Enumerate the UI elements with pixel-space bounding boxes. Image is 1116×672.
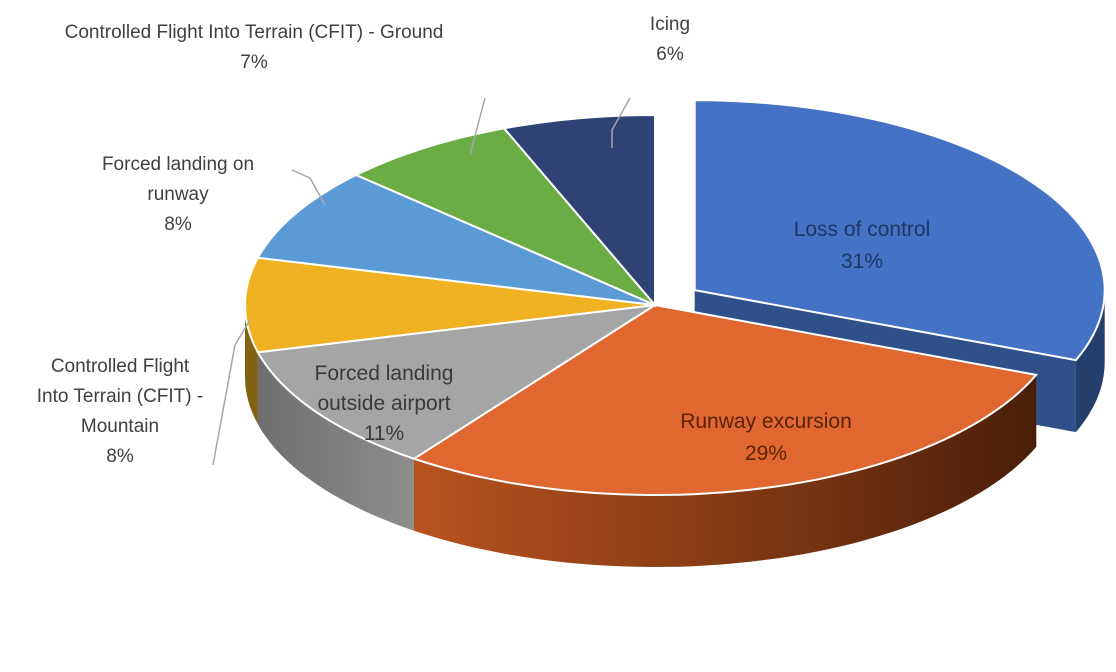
slice-forced-landing-on-runway — [256, 173, 656, 306]
label-line: 6% — [656, 44, 684, 65]
leader-line-3 — [611, 97, 631, 148]
label-line: outside airport — [317, 392, 450, 415]
label-cfit-ground: Controlled Flight Into Terrain (CFIT) - … — [65, 22, 444, 73]
label-line: 8% — [164, 214, 192, 235]
label-line: 29% — [745, 442, 787, 465]
slice-labels: Loss of control 31% Runway excursion 29% For… — [37, 14, 931, 467]
label-line: runway — [147, 184, 209, 205]
leader-line-2 — [469, 97, 486, 156]
label-runway-excursion: Runway excursion 29% — [680, 410, 852, 465]
slice-side-cfit-mountain — [245, 305, 258, 425]
label-line: 8% — [106, 446, 134, 467]
label-forced-landing-outside-airport: Forced landing outside airport 11% — [315, 362, 454, 445]
leader-line-1 — [212, 319, 251, 466]
label-line: Mountain — [81, 416, 159, 437]
slice-tops — [244, 99, 1106, 497]
label-line: Runway excursion — [680, 410, 852, 433]
label-line: Forced landing on — [102, 154, 254, 175]
slice-loss-of-control — [693, 99, 1106, 362]
label-forced-landing-on-runway: Forced landing on runway 8% — [102, 154, 254, 235]
label-line: Controlled Flight Into Terrain (CFIT) - … — [65, 22, 444, 43]
label-line: Forced landing — [315, 362, 454, 385]
label-icing: Icing 6% — [650, 14, 690, 65]
slice-cfit-mountain — [244, 256, 656, 354]
slice-side-forced-landing-outside-airport — [257, 352, 414, 531]
label-cfit-mountain: Controlled Flight Into Terrain (CFIT) - Mo… — [37, 356, 203, 467]
label-line: 31% — [841, 250, 883, 273]
label-line: Into Terrain (CFIT) - — [37, 386, 203, 407]
label-line: 7% — [240, 52, 268, 73]
slice-forced-landing-outside-airport — [256, 304, 656, 460]
slice-cfit-ground — [353, 127, 656, 306]
slice-icing — [502, 113, 656, 308]
leader-line-0 — [291, 169, 326, 206]
label-line: 11% — [364, 422, 404, 445]
slice-side-runway-excursion — [414, 374, 1037, 567]
slice-runway-excursion — [411, 303, 1039, 497]
label-line: Controlled Flight — [51, 356, 190, 377]
label-line: Icing — [650, 14, 690, 35]
label-line: Loss of control — [794, 218, 931, 241]
label-loss-of-control: Loss of control 31% — [794, 218, 931, 273]
leader-lines — [212, 97, 631, 466]
